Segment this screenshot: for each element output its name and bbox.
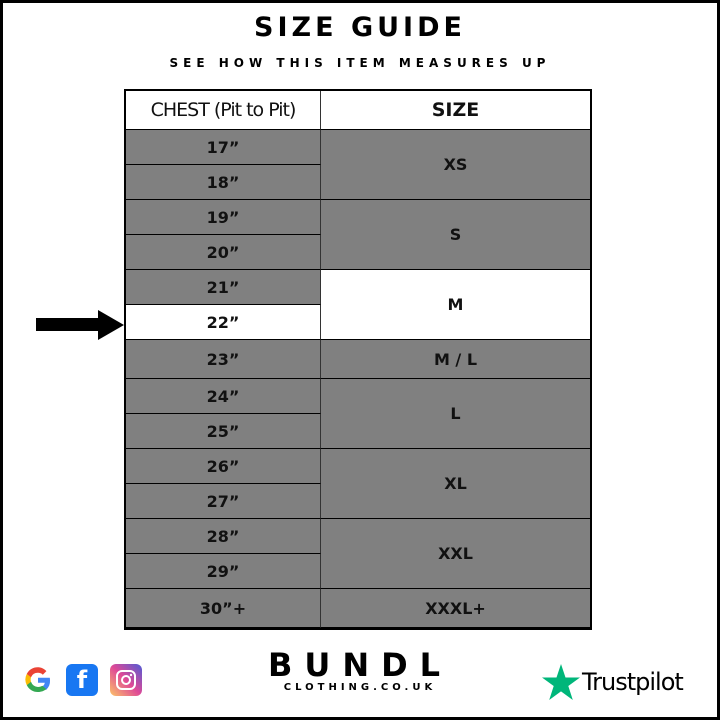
chest-cell: 21” (126, 270, 321, 305)
brand-name: BUNDL (267, 646, 453, 684)
chest-cell: 17” (126, 130, 321, 165)
chest-cell: 23” (126, 340, 321, 379)
brand-url: CLOTHING.CO.UK (283, 682, 437, 693)
chest-cell: 22” (126, 305, 321, 340)
chest-cell: 26” (126, 449, 321, 484)
chest-cell: 25” (126, 414, 321, 449)
trustpilot-logo[interactable]: Trustpilot (542, 664, 684, 700)
size-cell: XXXL+ (321, 589, 590, 628)
header-size: SIZE (321, 91, 590, 130)
size-cell: L (321, 379, 590, 449)
google-icon[interactable] (22, 664, 54, 696)
chest-cell: 28” (126, 519, 321, 554)
arrow-right-icon (36, 310, 124, 340)
chest-cell: 19” (126, 200, 321, 235)
facebook-icon[interactable]: f (66, 664, 98, 696)
size-table: CHEST (Pit to Pit) SIZE 17” 18” 19” 20” 21” 2… (124, 89, 592, 630)
chest-cell: 27” (126, 484, 321, 519)
size-cell: XS (321, 130, 590, 200)
page-subtitle: SEE HOW THIS ITEM MEASURES UP (169, 56, 551, 70)
instagram-icon[interactable] (110, 664, 142, 696)
size-cell: M (321, 270, 590, 340)
chest-cell: 20” (126, 235, 321, 270)
size-cell: S (321, 200, 590, 270)
chest-cell: 29” (126, 554, 321, 589)
header-chest: CHEST (Pit to Pit) (126, 91, 321, 130)
brand-logo: BUNDL CLOTHING.CO.UK (230, 648, 490, 693)
chest-cell: 18” (126, 165, 321, 200)
size-cell: M / L (321, 340, 590, 379)
trustpilot-star-icon (542, 664, 580, 700)
size-cell: XXL (321, 519, 590, 589)
chest-cell: 30”+ (126, 589, 321, 628)
size-cell: XL (321, 449, 590, 519)
page-title: SIZE GUIDE (254, 12, 466, 43)
trustpilot-label: Trustpilot (582, 668, 684, 696)
social-icons: f (22, 664, 142, 696)
chest-cell: 24” (126, 379, 321, 414)
